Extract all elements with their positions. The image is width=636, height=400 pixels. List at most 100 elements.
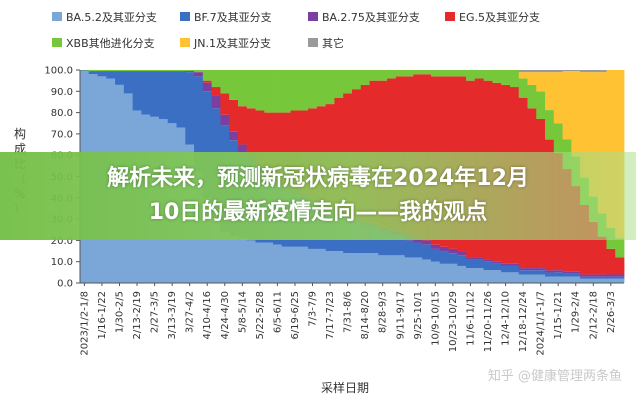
bar-segment-6-50 <box>518 70 528 73</box>
bar-segment-6-59 <box>597 70 607 73</box>
legend-label-6: 其它 <box>322 36 344 50</box>
bar-segment-1-51 <box>527 270 537 275</box>
bar-segment-4-1 <box>88 70 98 72</box>
bar-segment-3-18 <box>237 106 248 145</box>
x-tick-label: 5/8-5/14 <box>237 291 248 333</box>
legend-label-4: XBB其他进化分支 <box>66 36 155 50</box>
x-tick-label: 2/27-3/5 <box>150 291 161 333</box>
bar-segment-3-14 <box>202 80 213 83</box>
bar-segment-1-4 <box>115 71 125 85</box>
bar-segment-0-46 <box>483 270 493 283</box>
bar-segment-0-14 <box>202 197 213 283</box>
bar-segment-3-22 <box>273 112 283 179</box>
x-tick-label: 3/13-3/19 <box>167 291 178 340</box>
legend-swatch-3 <box>445 12 455 21</box>
bar-segment-1-50 <box>518 270 528 275</box>
bar-segment-3-23 <box>281 112 291 186</box>
bar-segment-0-55 <box>562 276 572 283</box>
bar-segment-2-54 <box>553 270 563 273</box>
bar-segment-0-39 <box>422 259 432 283</box>
x-tick-label: 2023/1/2-1/8 <box>79 291 90 356</box>
x-tick-label: 2/12-2/18 <box>588 291 599 340</box>
bar-segment-1-13 <box>194 76 204 173</box>
legend-label-0: BA.5.2及其亚分支 <box>66 11 157 24</box>
y-axis-title-char: 构 <box>14 126 26 141</box>
bar-segment-0-58 <box>588 278 599 283</box>
bar-segment-2-39 <box>422 240 432 245</box>
bar-segment-4-25 <box>299 70 309 111</box>
bar-segment-0-56 <box>571 276 581 283</box>
bar-segment-2-58 <box>588 274 599 277</box>
bar-segment-1-49 <box>509 265 520 273</box>
bar-segment-4-24 <box>290 70 300 111</box>
bar-segment-4-19 <box>246 70 256 109</box>
bar-segment-0-42 <box>448 263 458 283</box>
bar-segment-5-56 <box>571 71 581 157</box>
x-tick-label: 8/28-9/3 <box>378 291 389 333</box>
bar-segment-0-34 <box>378 255 388 283</box>
bar-segment-1-0 <box>80 70 90 72</box>
bar-segment-1-8 <box>150 71 160 117</box>
legend-swatch-6 <box>308 38 318 47</box>
bar-segment-5-60 <box>606 70 616 228</box>
bar-segment-1-5 <box>123 71 134 94</box>
bar-segment-4-12 <box>185 70 195 72</box>
bar-segment-4-51 <box>527 84 537 109</box>
bar-segment-5-59 <box>597 72 607 214</box>
bar-segment-4-8 <box>150 70 160 72</box>
bar-segment-4-32 <box>360 70 370 85</box>
bar-segment-4-5 <box>123 70 134 72</box>
x-tick-label: 10/9-10/15 <box>430 291 441 346</box>
bar-segment-0-29 <box>334 251 344 283</box>
bar-segment-2-52 <box>536 268 546 271</box>
x-tick-label: 2/26-3/3 <box>606 291 617 333</box>
bar-segment-2-50 <box>518 268 528 271</box>
bar-segment-4-9 <box>158 70 169 72</box>
bar-segment-4-11 <box>176 70 186 72</box>
bar-segment-5-55 <box>562 71 572 140</box>
legend-label-5: JN.1及其亚分支 <box>193 37 271 50</box>
x-tick-label: 7/3-7/9 <box>308 291 319 327</box>
bar-segment-4-26 <box>308 70 318 109</box>
title-banner <box>0 152 636 240</box>
bar-segment-4-49 <box>509 70 520 88</box>
x-tick-label: 2/13-2/19 <box>132 291 143 340</box>
bar-segment-3-17 <box>229 99 239 132</box>
bar-segment-1-9 <box>158 71 169 119</box>
bar-segment-6-56 <box>571 70 581 72</box>
bar-segment-0-45 <box>474 268 485 283</box>
bar-segment-0-61 <box>615 278 625 283</box>
bar-segment-2-17 <box>229 131 239 141</box>
bar-segment-4-46 <box>483 70 493 81</box>
bar-segment-4-17 <box>229 70 239 100</box>
bar-segment-5-50 <box>518 72 528 79</box>
bar-segment-2-16 <box>220 114 230 126</box>
bar-segment-4-37 <box>404 70 414 77</box>
bar-segment-0-18 <box>237 238 248 283</box>
y-tick-label: 100.0 <box>44 66 73 77</box>
bar-segment-6-51 <box>527 70 537 73</box>
bar-segment-1-10 <box>167 71 177 124</box>
bar-segment-0-24 <box>290 246 300 283</box>
bar-segment-4-30 <box>343 70 353 94</box>
bar-segment-1-59 <box>597 276 607 279</box>
bar-segment-4-13 <box>194 70 204 73</box>
bar-segment-1-11 <box>176 71 186 128</box>
bar-segment-1-56 <box>571 273 581 277</box>
bar-segment-5-53 <box>545 72 555 111</box>
bar-segment-2-42 <box>448 248 458 254</box>
legend-swatch-4 <box>52 38 62 47</box>
watermark: 知乎 @健康管理两条鱼 <box>487 369 622 384</box>
bar-segment-4-18 <box>237 70 248 107</box>
bar-segment-1-38 <box>413 242 423 258</box>
bar-segment-0-51 <box>527 274 537 283</box>
x-tick-label: 10/23-10/29 <box>448 291 459 352</box>
bar-segment-0-41 <box>439 263 449 283</box>
x-tick-label: 3/27-4/2 <box>185 291 196 333</box>
bar-segment-2-47 <box>492 261 502 264</box>
bar-segment-0-16 <box>220 231 230 283</box>
bar-segment-1-42 <box>448 253 458 264</box>
bar-segment-4-23 <box>281 70 291 113</box>
bar-segment-0-19 <box>246 240 256 283</box>
y-tick-label: 20.0 <box>51 236 73 247</box>
